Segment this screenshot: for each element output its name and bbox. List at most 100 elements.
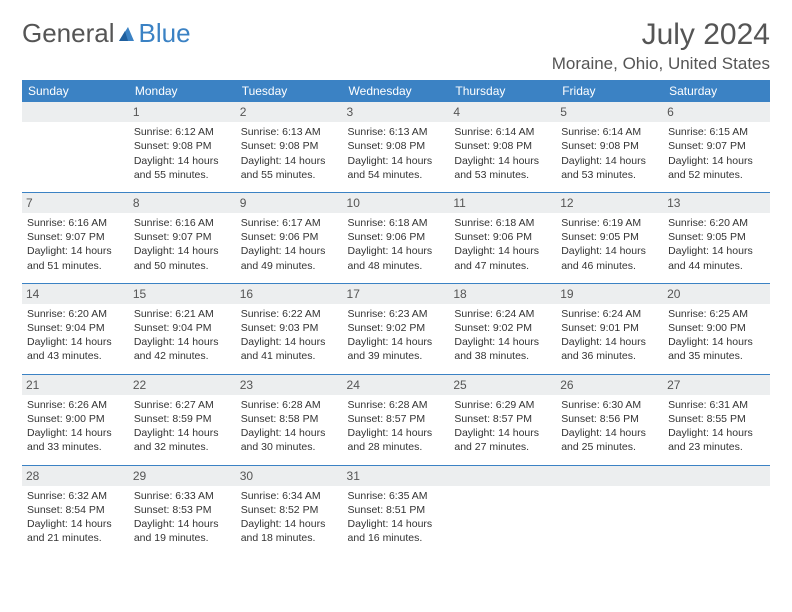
day-cell: 8Sunrise: 6:16 AMSunset: 9:07 PMDaylight… [129, 192, 236, 283]
day-info-line: Sunrise: 6:26 AM [27, 398, 124, 412]
day-cell: 11Sunrise: 6:18 AMSunset: 9:06 PMDayligh… [449, 192, 556, 283]
day-cell: 16Sunrise: 6:22 AMSunset: 9:03 PMDayligh… [236, 283, 343, 374]
day-info-line: Sunrise: 6:18 AM [454, 216, 551, 230]
day-info-line: Sunset: 9:01 PM [561, 321, 658, 335]
day-number: 31 [343, 466, 450, 486]
day-info-line: Sunrise: 6:34 AM [241, 489, 338, 503]
day-cell: 18Sunrise: 6:24 AMSunset: 9:02 PMDayligh… [449, 283, 556, 374]
day-cell: 1Sunrise: 6:12 AMSunset: 9:08 PMDaylight… [129, 102, 236, 192]
day-number [22, 102, 129, 122]
day-info-line: Daylight: 14 hours and 52 minutes. [668, 154, 765, 182]
day-info-line: Sunset: 9:08 PM [454, 139, 551, 153]
day-number [556, 466, 663, 486]
day-cell: 20Sunrise: 6:25 AMSunset: 9:00 PMDayligh… [663, 283, 770, 374]
day-info-line: Sunset: 8:54 PM [27, 503, 124, 517]
day-info-line: Daylight: 14 hours and 28 minutes. [348, 426, 445, 454]
day-info-line: Sunrise: 6:20 AM [668, 216, 765, 230]
day-info-line: Sunrise: 6:21 AM [134, 307, 231, 321]
day-info-line: Sunrise: 6:16 AM [134, 216, 231, 230]
day-cell: 14Sunrise: 6:20 AMSunset: 9:04 PMDayligh… [22, 283, 129, 374]
day-info-line: Daylight: 14 hours and 41 minutes. [241, 335, 338, 363]
day-info-line: Sunset: 9:07 PM [668, 139, 765, 153]
day-number: 6 [663, 102, 770, 122]
day-info-line: Daylight: 14 hours and 38 minutes. [454, 335, 551, 363]
day-number: 30 [236, 466, 343, 486]
day-cell: 23Sunrise: 6:28 AMSunset: 8:58 PMDayligh… [236, 374, 343, 465]
day-info-line: Daylight: 14 hours and 30 minutes. [241, 426, 338, 454]
day-number: 7 [22, 193, 129, 213]
day-info-line: Daylight: 14 hours and 21 minutes. [27, 517, 124, 545]
day-cell: 17Sunrise: 6:23 AMSunset: 9:02 PMDayligh… [343, 283, 450, 374]
day-cell: 13Sunrise: 6:20 AMSunset: 9:05 PMDayligh… [663, 192, 770, 283]
day-info-line: Daylight: 14 hours and 27 minutes. [454, 426, 551, 454]
day-info-line: Daylight: 14 hours and 49 minutes. [241, 244, 338, 272]
day-number: 20 [663, 284, 770, 304]
day-info-line: Daylight: 14 hours and 23 minutes. [668, 426, 765, 454]
day-info-line: Sunrise: 6:16 AM [27, 216, 124, 230]
day-info-line: Sunrise: 6:32 AM [27, 489, 124, 503]
month-title: July 2024 [552, 18, 770, 52]
day-info-line: Sunset: 8:57 PM [348, 412, 445, 426]
day-number [663, 466, 770, 486]
day-cell: 10Sunrise: 6:18 AMSunset: 9:06 PMDayligh… [343, 192, 450, 283]
day-number: 11 [449, 193, 556, 213]
day-header: Friday [556, 80, 663, 102]
day-cell: 26Sunrise: 6:30 AMSunset: 8:56 PMDayligh… [556, 374, 663, 465]
day-info-line: Daylight: 14 hours and 55 minutes. [134, 154, 231, 182]
day-info-line: Daylight: 14 hours and 16 minutes. [348, 517, 445, 545]
day-info-line: Sunrise: 6:33 AM [134, 489, 231, 503]
day-cell: 31Sunrise: 6:35 AMSunset: 8:51 PMDayligh… [343, 465, 450, 555]
day-header: Thursday [449, 80, 556, 102]
title-block: July 2024 Moraine, Ohio, United States [552, 18, 770, 74]
day-header-row: SundayMondayTuesdayWednesdayThursdayFrid… [22, 80, 770, 102]
day-info-line: Sunset: 8:51 PM [348, 503, 445, 517]
day-cell: 9Sunrise: 6:17 AMSunset: 9:06 PMDaylight… [236, 192, 343, 283]
day-info-line: Sunset: 9:03 PM [241, 321, 338, 335]
day-info-line: Daylight: 14 hours and 18 minutes. [241, 517, 338, 545]
day-info-line: Sunrise: 6:28 AM [348, 398, 445, 412]
day-info-line: Sunset: 9:05 PM [668, 230, 765, 244]
day-info-line: Sunset: 9:07 PM [27, 230, 124, 244]
day-info-line: Sunrise: 6:18 AM [348, 216, 445, 230]
day-number: 15 [129, 284, 236, 304]
day-number: 18 [449, 284, 556, 304]
logo-text-2: Blue [139, 18, 191, 49]
day-header: Wednesday [343, 80, 450, 102]
day-info-line: Daylight: 14 hours and 54 minutes. [348, 154, 445, 182]
day-info-line: Sunset: 8:56 PM [561, 412, 658, 426]
logo: General Blue [22, 18, 191, 49]
day-number: 4 [449, 102, 556, 122]
day-info-line: Daylight: 14 hours and 35 minutes. [668, 335, 765, 363]
day-info-line: Daylight: 14 hours and 48 minutes. [348, 244, 445, 272]
day-header: Tuesday [236, 80, 343, 102]
day-number: 17 [343, 284, 450, 304]
day-cell: 19Sunrise: 6:24 AMSunset: 9:01 PMDayligh… [556, 283, 663, 374]
day-info-line: Sunrise: 6:19 AM [561, 216, 658, 230]
day-number: 27 [663, 375, 770, 395]
day-number: 2 [236, 102, 343, 122]
day-info-line: Sunset: 9:08 PM [561, 139, 658, 153]
day-cell [22, 102, 129, 192]
day-cell: 4Sunrise: 6:14 AMSunset: 9:08 PMDaylight… [449, 102, 556, 192]
day-info-line: Sunrise: 6:13 AM [348, 125, 445, 139]
day-info-line: Sunset: 9:08 PM [134, 139, 231, 153]
day-number: 5 [556, 102, 663, 122]
day-info-line: Sunset: 8:55 PM [668, 412, 765, 426]
location: Moraine, Ohio, United States [552, 54, 770, 74]
day-number: 22 [129, 375, 236, 395]
day-info-line: Daylight: 14 hours and 46 minutes. [561, 244, 658, 272]
day-cell: 15Sunrise: 6:21 AMSunset: 9:04 PMDayligh… [129, 283, 236, 374]
day-number: 12 [556, 193, 663, 213]
day-number: 3 [343, 102, 450, 122]
week-row: 7Sunrise: 6:16 AMSunset: 9:07 PMDaylight… [22, 192, 770, 283]
day-info-line: Daylight: 14 hours and 47 minutes. [454, 244, 551, 272]
day-number: 14 [22, 284, 129, 304]
day-cell: 29Sunrise: 6:33 AMSunset: 8:53 PMDayligh… [129, 465, 236, 555]
logo-text-1: General [22, 18, 115, 49]
day-cell: 5Sunrise: 6:14 AMSunset: 9:08 PMDaylight… [556, 102, 663, 192]
header: General Blue July 2024 Moraine, Ohio, Un… [22, 18, 770, 74]
day-info-line: Daylight: 14 hours and 51 minutes. [27, 244, 124, 272]
day-info-line: Sunrise: 6:23 AM [348, 307, 445, 321]
day-cell: 21Sunrise: 6:26 AMSunset: 9:00 PMDayligh… [22, 374, 129, 465]
day-cell: 30Sunrise: 6:34 AMSunset: 8:52 PMDayligh… [236, 465, 343, 555]
